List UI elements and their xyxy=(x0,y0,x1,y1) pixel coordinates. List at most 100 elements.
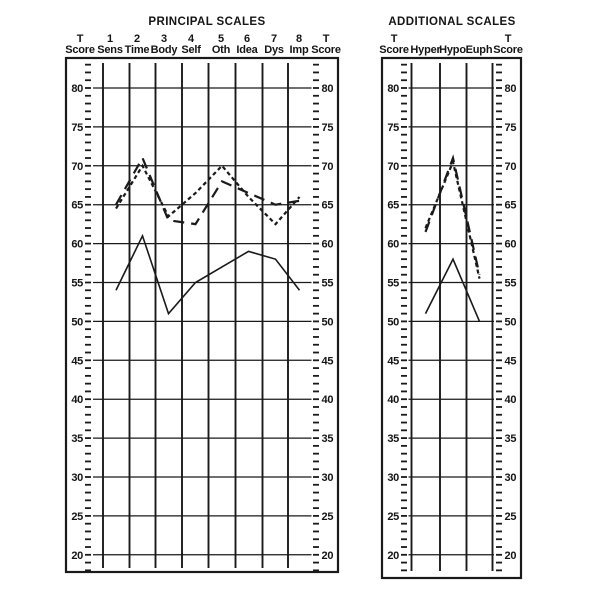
additional-yscale-right-65: 65 xyxy=(505,200,517,212)
principal-tick-right-77 xyxy=(313,110,319,113)
principal-tick-left-62 xyxy=(85,227,91,229)
principal-tick-left-69 xyxy=(85,172,91,175)
principal-chart-frame xyxy=(64,56,340,574)
additional-yscale-left-45: 45 xyxy=(387,355,399,367)
principal-tick-left-68 xyxy=(85,180,91,183)
principal-tick-left-46 xyxy=(85,351,91,354)
additional-tick-right-64 xyxy=(496,211,502,214)
principal-tick-right-79 xyxy=(313,94,319,97)
principal-profile-short-dash xyxy=(115,163,301,226)
principal-tick-left-82 xyxy=(85,71,91,74)
additional-tick-left-74 xyxy=(401,133,407,136)
additional-tick-right-53 xyxy=(496,297,502,299)
additional-tick-left-47 xyxy=(401,343,407,346)
principal-tick-left-18 xyxy=(85,569,91,572)
principal-column-name-sens: Sens xyxy=(97,44,123,56)
additional-yscale-left-35: 35 xyxy=(387,433,399,445)
principal-tick-right-60 xyxy=(313,242,319,245)
principal-tick-right-65 xyxy=(313,203,319,206)
additional-tick-right-55 xyxy=(496,281,502,284)
additional-tick-right-19 xyxy=(496,561,502,564)
principal-tick-right-35 xyxy=(313,437,319,439)
principal-tick-left-26 xyxy=(85,507,91,510)
principal-tick-left-72 xyxy=(85,149,91,152)
additional-tick-left-27 xyxy=(401,499,407,502)
additional-tick-left-79 xyxy=(401,94,407,97)
principal-tick-right-23 xyxy=(313,530,319,533)
principal-column-number-1: 1 xyxy=(107,33,113,45)
principal-tick-left-43 xyxy=(85,374,91,377)
principal-tick-left-48 xyxy=(85,336,91,338)
principal-yscale-left-65: 65 xyxy=(71,200,83,212)
additional-tick-left-66 xyxy=(401,196,407,198)
principal-tick-left-52 xyxy=(85,304,91,307)
principal-tick-left-33 xyxy=(85,452,91,455)
additional-tick-left-23 xyxy=(401,530,407,533)
additional-tick-left-37 xyxy=(401,421,407,424)
principal-tick-right-69 xyxy=(313,172,319,175)
additional-tick-left-31 xyxy=(401,468,407,471)
principal-tick-left-36 xyxy=(85,429,91,432)
principal-column-number-5: 5 xyxy=(218,33,224,45)
principal-tick-right-29 xyxy=(313,483,319,486)
additional-tick-right-69 xyxy=(496,172,502,175)
additional-tick-left-80 xyxy=(401,87,407,89)
additional-tick-right-76 xyxy=(496,118,502,121)
additional-tick-right-74 xyxy=(496,133,502,136)
additional-tick-right-49 xyxy=(496,328,502,331)
principal-tick-right-32 xyxy=(313,460,319,463)
principal-tick-right-75 xyxy=(313,126,319,128)
additional-tick-right-35 xyxy=(496,437,502,439)
additional-tick-left-52 xyxy=(401,304,407,307)
principal-profile-long-dash xyxy=(115,155,300,226)
principal-tick-left-28 xyxy=(85,491,91,494)
additional-tick-right-46 xyxy=(496,351,502,354)
principal-tick-left-30 xyxy=(85,476,91,478)
additional-tick-right-71 xyxy=(496,157,502,159)
additional-tick-right-20 xyxy=(496,553,502,556)
additional-profile-solid xyxy=(424,257,481,322)
additional-tick-left-18 xyxy=(401,569,407,572)
principal-tick-right-73 xyxy=(313,141,319,144)
principal-tscore-left-score-label: Score xyxy=(65,44,95,56)
principal-tick-right-28 xyxy=(313,491,319,494)
additional-tick-right-62 xyxy=(496,227,502,229)
principal-tick-left-42 xyxy=(85,382,91,385)
additional-tick-left-53 xyxy=(401,297,407,299)
principal-column-name-oth: Oth xyxy=(211,44,231,56)
additional-tick-left-83 xyxy=(401,63,407,66)
additional-tick-right-44 xyxy=(496,367,502,369)
principal-yscale-left-20: 20 xyxy=(71,550,83,562)
additional-tick-left-60 xyxy=(401,242,407,245)
additional-chart-frame xyxy=(380,56,523,580)
principal-tick-right-57 xyxy=(313,266,319,268)
additional-tick-left-81 xyxy=(401,79,407,82)
additional-tick-right-36 xyxy=(496,429,502,432)
principal-yscale-right-20: 20 xyxy=(322,550,334,562)
principal-tick-right-49 xyxy=(313,328,319,331)
additional-yscale-right-30: 30 xyxy=(505,472,517,484)
additional-tick-right-81 xyxy=(496,79,502,82)
principal-tick-right-58 xyxy=(313,258,319,261)
principal-tick-left-61 xyxy=(85,234,91,237)
principal-tick-right-68 xyxy=(313,180,319,183)
principal-tick-right-21 xyxy=(313,546,319,548)
principal-tick-right-43 xyxy=(313,374,319,377)
additional-tick-left-51 xyxy=(401,312,407,315)
additional-tick-right-82 xyxy=(496,71,502,74)
additional-tick-right-78 xyxy=(496,102,502,105)
principal-tick-right-51 xyxy=(313,312,319,315)
principal-tick-right-45 xyxy=(313,359,319,362)
principal-yscale-right-80: 80 xyxy=(322,83,334,95)
additional-yscale-left-65: 65 xyxy=(387,200,399,212)
principal-tick-left-58 xyxy=(85,258,91,261)
principal-yscale-left-25: 25 xyxy=(71,511,83,523)
principal-tick-right-70 xyxy=(313,164,319,167)
principal-tick-right-19 xyxy=(313,561,319,564)
principal-tick-left-39 xyxy=(85,406,91,408)
principal-tick-right-38 xyxy=(313,413,319,416)
principal-yscale-right-70: 70 xyxy=(322,161,334,173)
additional-tick-right-21 xyxy=(496,546,502,548)
principal-tick-right-72 xyxy=(313,149,319,152)
additional-tick-left-44 xyxy=(401,367,407,369)
